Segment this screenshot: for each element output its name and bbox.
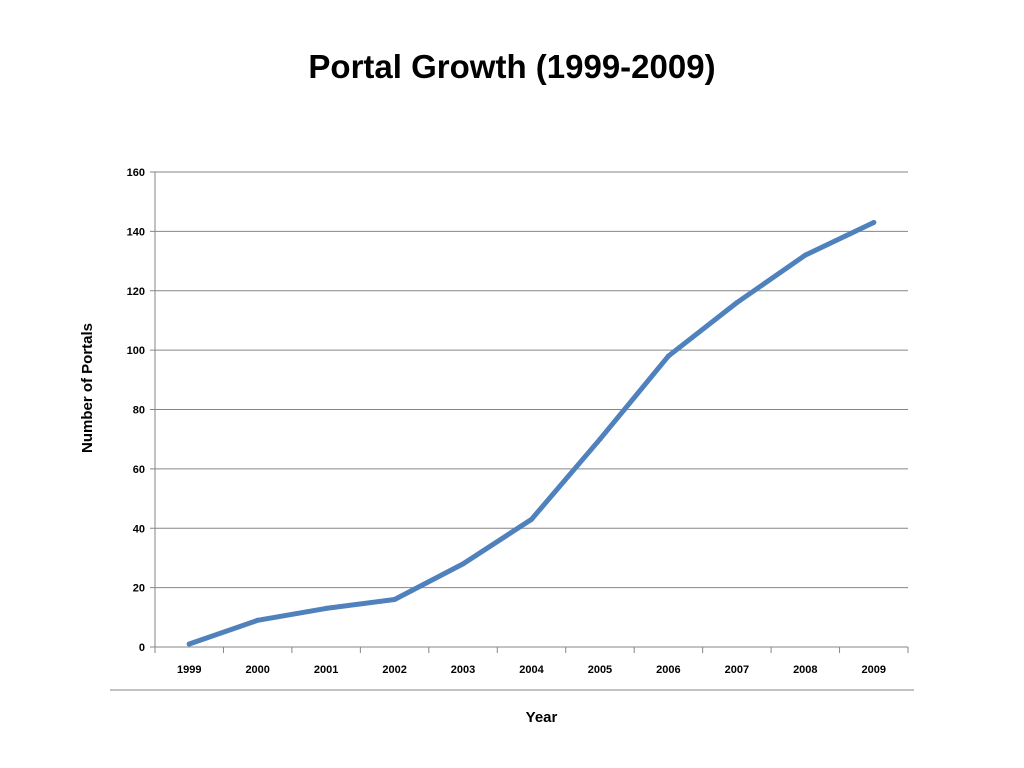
y-tick-label: 40: [133, 523, 145, 535]
x-tick-label: 2008: [793, 664, 817, 676]
y-tick-label: 60: [133, 464, 145, 476]
chart-title: Portal Growth (1999-2009): [308, 48, 716, 85]
y-tick-label: 20: [133, 583, 145, 595]
x-tick-label: 2000: [245, 664, 269, 676]
series-line: [186, 219, 877, 647]
data-point-2006: [665, 353, 671, 359]
data-point-2000: [255, 617, 261, 623]
x-tick-label: 2001: [314, 664, 338, 676]
x-tick-label: 2009: [862, 664, 886, 676]
data-point-2007: [734, 300, 740, 306]
y-axis-title: Number of Portals: [79, 323, 96, 453]
data-point-2009: [871, 219, 877, 225]
data-point-2002: [392, 597, 398, 602]
y-tick-label: 100: [127, 345, 145, 357]
data-point-2001: [323, 605, 329, 611]
x-tick-labels: 1999 2000 2001 2002 2003 2004 2005 2006 2007 2008…: [177, 664, 886, 676]
x-tick-label: 2005: [588, 664, 612, 676]
y-tick-label: 0: [139, 642, 145, 654]
data-point-2008: [802, 252, 808, 258]
y-tick-label: 140: [127, 226, 145, 238]
axes: [110, 171, 914, 691]
x-tick-label: 2003: [451, 664, 475, 676]
x-axis-title: Year: [526, 709, 558, 726]
data-point-2005: [597, 436, 603, 442]
x-tick-label: 1999: [177, 664, 201, 676]
x-tick-label: 2006: [656, 664, 680, 676]
data-point-2004: [529, 516, 534, 522]
x-tick-label: 2007: [725, 664, 749, 676]
series: [186, 219, 877, 647]
x-tick-label: 2004: [519, 664, 544, 676]
y-tick-label: 160: [127, 167, 145, 179]
y-tick-labels: 0 20 40 60 80 100 120 140 160: [127, 167, 145, 654]
x-tick-label: 2002: [382, 664, 406, 676]
gridlines: [155, 171, 908, 589]
y-tick-label: 120: [127, 286, 145, 298]
y-tick-label: 80: [133, 405, 145, 417]
data-point-2003: [460, 561, 466, 567]
data-point-1999: [186, 641, 192, 647]
